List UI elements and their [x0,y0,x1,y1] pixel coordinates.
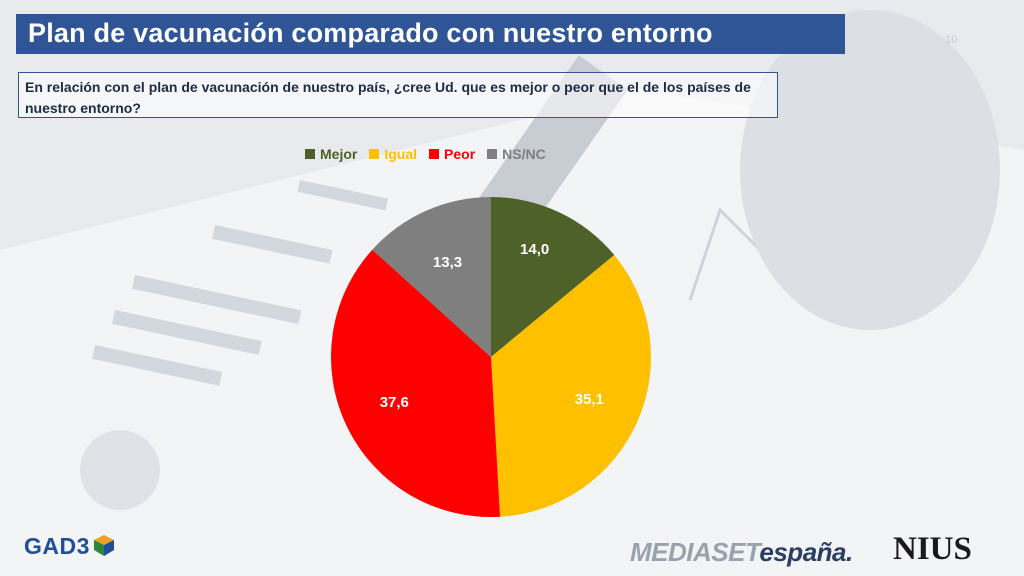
legend-label-peor: Peor [444,146,476,162]
legend-item-peor: Peor [429,146,475,162]
pie-label-peor: 37,6 [380,394,409,411]
gad3-logo-text: GAD3 [24,533,90,559]
pie-slice-nsnc [372,197,491,357]
pie-label-mejor: 14,0 [520,241,549,258]
page-title: Plan de vacunación comparado con nuestro… [28,18,713,48]
legend-label-mejor: Mejor [320,146,358,162]
legend-swatch-peor [429,149,440,159]
mediaset-logo-right: españa. [759,537,853,567]
legend-item-nsnc: NS/NC [487,146,546,162]
pie-slice-peor [330,249,501,517]
mediaset-logo-left: MEDIASET [630,537,760,567]
pie-slice-mejor [491,197,615,357]
slide-number: 10 [945,34,958,46]
nius-logo: NIUS [893,531,972,567]
legend-swatch-mejor [305,149,315,159]
legend-item-igual: Igual [369,146,417,162]
legend-swatch-igual [369,149,380,159]
legend-item-mejor: Mejor [305,146,357,162]
legend-label-igual: Igual [384,146,418,162]
pie-slice-igual [491,255,652,517]
question-box: En relación con el plan de vacunación de… [18,72,778,118]
gad3-cube-icon [93,535,114,556]
legend-swatch-nsnc [487,149,498,159]
title-bar: Plan de vacunación comparado con nuestro… [16,14,845,54]
legend-label-nsnc: NS/NC [502,146,546,162]
mediaset-logo: MEDIASETespaña. [630,537,853,568]
chart-legend: Mejor Igual Peor NS/NC [305,146,546,162]
pie-label-nsnc: 13,3 [433,254,462,271]
gad3-logo: GAD3 [24,533,116,560]
pie-label-igual: 35,1 [575,391,604,408]
